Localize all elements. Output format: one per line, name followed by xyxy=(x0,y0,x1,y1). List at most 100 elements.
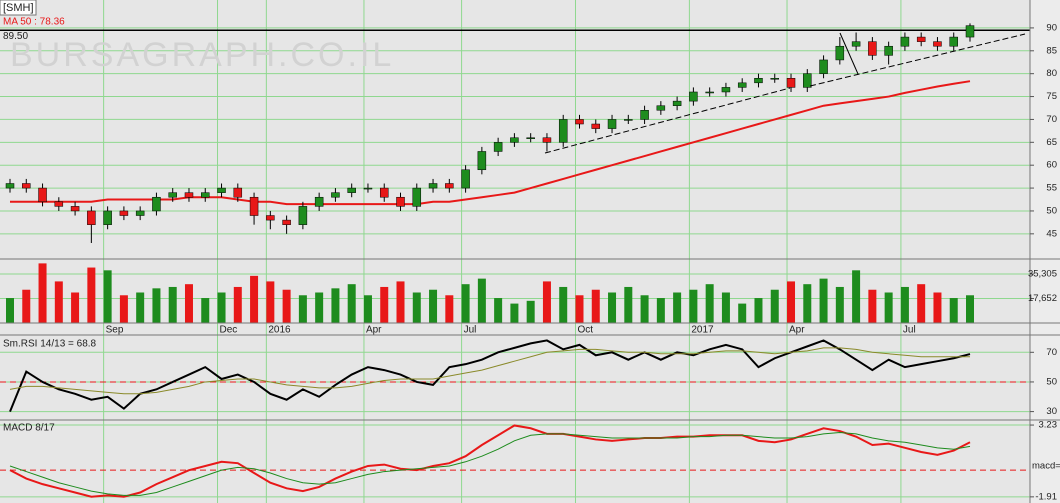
candle-body xyxy=(916,36,926,42)
volume-bar xyxy=(526,300,535,323)
macd-line xyxy=(9,424,971,498)
volume-bar xyxy=(884,292,893,323)
candle-body xyxy=(233,187,243,198)
ma-label: MA 50 : 78.36 xyxy=(3,17,65,28)
trend-line xyxy=(544,87,791,154)
y-tick-label: 55 xyxy=(1046,183,1057,194)
volume-bar xyxy=(689,289,698,323)
volume-bar xyxy=(591,289,600,323)
volume-bar xyxy=(835,286,844,323)
candle-body xyxy=(201,192,210,198)
volume-bar xyxy=(673,292,682,323)
candle-body xyxy=(754,77,763,84)
volume-bar xyxy=(738,303,747,323)
volume-bar xyxy=(803,284,812,323)
candle-body xyxy=(786,77,796,88)
candle-body xyxy=(835,45,845,61)
volume-bar xyxy=(445,295,454,323)
volume-bar xyxy=(754,298,763,323)
x-tick-label: 2016 xyxy=(268,325,291,336)
volume-bar xyxy=(184,284,193,323)
volume-bar xyxy=(852,270,861,323)
y-tick-label: 50 xyxy=(1046,376,1057,387)
candle-body xyxy=(721,87,731,93)
candle-body xyxy=(493,142,503,152)
candle-body xyxy=(689,91,698,102)
volume-bar xyxy=(429,289,438,323)
volume-bar xyxy=(461,284,470,323)
volume-bar xyxy=(721,292,730,323)
volume-bar xyxy=(103,270,112,323)
candle-body xyxy=(526,137,535,139)
candle-body xyxy=(461,169,470,189)
candle-body xyxy=(672,100,682,106)
candle-body xyxy=(884,45,893,56)
candle-body xyxy=(70,206,80,212)
volume-bar xyxy=(477,278,486,323)
y-tick-label: 30 xyxy=(1046,406,1057,417)
candle-body xyxy=(933,41,942,47)
volume-bar xyxy=(71,292,80,323)
y-tick-label: 65 xyxy=(1046,137,1057,148)
volume-bar xyxy=(22,289,31,323)
volume-bar xyxy=(152,288,161,323)
candle-body xyxy=(965,25,975,38)
watermark: BURSAGRAPH.CO.IL xyxy=(10,36,394,74)
candle-body xyxy=(819,59,828,74)
candle-body xyxy=(510,137,519,143)
volume-bar xyxy=(396,281,405,323)
candle-body xyxy=(428,183,438,189)
candle-body xyxy=(347,187,356,193)
candle-body xyxy=(705,91,714,94)
candle-body xyxy=(87,210,96,225)
volume-bar xyxy=(315,292,324,323)
candle-body xyxy=(314,196,324,207)
candle-body xyxy=(5,183,15,189)
candle-body xyxy=(379,187,389,198)
volume-bar xyxy=(624,286,633,323)
x-tick-label: 2017 xyxy=(691,325,714,336)
y-tick-label: 85 xyxy=(1046,45,1057,56)
candle-body xyxy=(477,151,487,171)
candle-body xyxy=(624,119,633,121)
candle-body xyxy=(135,210,145,216)
volume-bar xyxy=(640,295,649,323)
symbol: [SMH] xyxy=(3,2,34,14)
volume-bar xyxy=(233,286,242,323)
volume-bar xyxy=(363,295,372,323)
y-tick-label: 60 xyxy=(1046,160,1057,171)
volume-bar xyxy=(119,295,128,323)
y-tick-label: 75 xyxy=(1046,91,1057,102)
y-tick-label: 3.23 xyxy=(1039,420,1058,431)
candle-body xyxy=(900,36,910,47)
volume-bar xyxy=(54,281,63,323)
x-tick-label: Jul xyxy=(464,325,477,336)
x-tick-label: Jul xyxy=(903,325,916,336)
last-price: 89.50 xyxy=(3,31,28,42)
volume-bar xyxy=(705,284,714,323)
candle-body xyxy=(103,210,112,225)
candle-body xyxy=(184,192,194,198)
candle-body xyxy=(591,123,601,129)
volume-bar xyxy=(6,298,14,323)
candle-body xyxy=(949,36,958,47)
rsi-line xyxy=(9,339,971,412)
candle-body xyxy=(445,183,454,189)
volume-bar xyxy=(510,303,519,323)
candle-body xyxy=(542,137,552,143)
candle-body xyxy=(396,196,405,207)
x-tick-label: Apr xyxy=(366,325,382,336)
volume-bar xyxy=(966,295,974,323)
candle-body xyxy=(282,219,291,225)
macd-title: MACD 8/17 xyxy=(3,423,55,434)
plot-background xyxy=(0,0,1030,503)
y-tick-label: 50 xyxy=(1046,205,1057,216)
y-tick-label: -1.91 xyxy=(1035,491,1057,502)
candle-body xyxy=(770,77,779,80)
candle-body xyxy=(851,41,861,47)
candle-body xyxy=(803,73,812,88)
y-tick-label: 70 xyxy=(1046,347,1057,358)
candle-body xyxy=(22,183,31,189)
x-tick-label: Sep xyxy=(106,325,124,336)
y-tick-label: 80 xyxy=(1046,68,1057,79)
